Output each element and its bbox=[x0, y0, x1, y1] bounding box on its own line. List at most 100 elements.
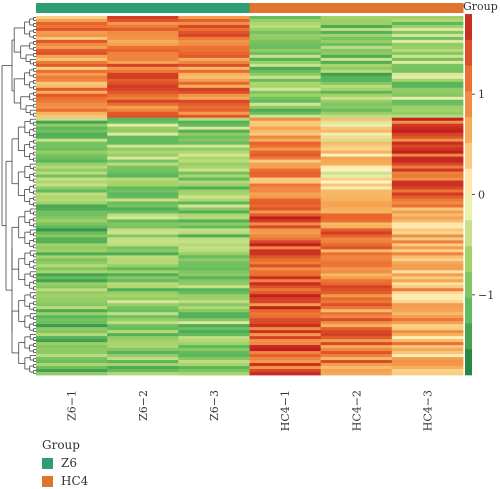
heatmap-cell bbox=[249, 207, 322, 211]
heatmap-cell bbox=[178, 93, 250, 98]
heatmap-cell bbox=[391, 333, 464, 337]
heatmap-cell bbox=[391, 288, 464, 292]
heatmap-cell bbox=[178, 348, 250, 352]
color-scale-band bbox=[465, 297, 472, 324]
heatmap-cell bbox=[391, 213, 464, 217]
heatmap-cell bbox=[391, 180, 464, 184]
heatmap-cell bbox=[320, 237, 393, 241]
heatmap-cell bbox=[391, 309, 464, 313]
heatmap-cell bbox=[178, 276, 250, 280]
heatmap-cell bbox=[320, 54, 393, 59]
heatmap-cell bbox=[36, 360, 108, 364]
heatmap-cell bbox=[178, 192, 250, 196]
heatmap-cell bbox=[391, 267, 464, 271]
heatmap-cell bbox=[36, 54, 108, 59]
heatmap-cell bbox=[320, 93, 393, 98]
color-scale-band bbox=[465, 349, 472, 376]
heatmap-cell bbox=[391, 252, 464, 256]
heatmap-cell bbox=[391, 198, 464, 202]
heatmap-cell bbox=[320, 312, 393, 316]
heatmap-cell bbox=[36, 105, 108, 110]
heatmap-cell bbox=[320, 39, 393, 44]
heatmap-cell bbox=[391, 63, 464, 68]
heatmap-cell bbox=[391, 60, 464, 65]
heatmap-cell bbox=[36, 372, 108, 376]
heatmap-cell bbox=[178, 48, 250, 53]
heatmap-cell bbox=[249, 213, 322, 217]
heatmap-cell bbox=[320, 84, 393, 89]
column-label: HC4−3 bbox=[421, 390, 434, 431]
heatmap-cell bbox=[178, 57, 250, 62]
heatmap-cell bbox=[107, 231, 179, 235]
heatmap-cell bbox=[36, 234, 108, 238]
heatmap-cell bbox=[107, 102, 179, 107]
heatmap-cell bbox=[178, 210, 250, 214]
heatmap-cell bbox=[36, 57, 108, 62]
group-annotation-title: Group bbox=[463, 0, 498, 13]
heatmap-cell bbox=[36, 267, 108, 271]
heatmap-cell bbox=[36, 132, 108, 137]
heatmap-cell bbox=[249, 180, 322, 184]
heatmap-cell bbox=[36, 18, 108, 23]
heatmap-cell bbox=[107, 60, 179, 65]
heatmap-cell bbox=[36, 186, 108, 190]
heatmap-cell bbox=[320, 63, 393, 68]
heatmap-cell bbox=[178, 16, 250, 20]
color-scale-band bbox=[465, 91, 472, 118]
heatmap-cell bbox=[107, 360, 179, 364]
heatmap-cell bbox=[36, 150, 108, 155]
heatmap-cell bbox=[36, 225, 108, 229]
heatmap-cell bbox=[249, 327, 322, 331]
heatmap-cell bbox=[107, 354, 179, 358]
heatmap-cell bbox=[391, 30, 464, 35]
heatmap-cell bbox=[391, 336, 464, 340]
heatmap-cell bbox=[320, 249, 393, 253]
column-label: Z6−2 bbox=[137, 390, 150, 421]
heatmap-cell bbox=[178, 168, 250, 172]
heatmap-cell bbox=[36, 366, 108, 370]
heatmap-cell bbox=[107, 297, 179, 301]
heatmap-cell bbox=[178, 279, 250, 283]
heatmap-cell bbox=[249, 219, 322, 223]
color-scale-band bbox=[465, 220, 472, 247]
heatmap-cell bbox=[178, 360, 250, 364]
heatmap-cell bbox=[391, 24, 464, 29]
heatmap-cell bbox=[178, 78, 250, 83]
heatmap-cell bbox=[249, 300, 322, 304]
heatmap-cell bbox=[391, 345, 464, 349]
heatmap-cell bbox=[36, 264, 108, 268]
heatmap-cell bbox=[391, 174, 464, 178]
heatmap-cell bbox=[107, 180, 179, 184]
heatmap-cell bbox=[178, 75, 250, 80]
heatmap-cell bbox=[36, 135, 108, 140]
heatmap-cell bbox=[391, 255, 464, 259]
heatmap-cell bbox=[178, 246, 250, 250]
heatmap-cell bbox=[320, 360, 393, 364]
heatmap-cell bbox=[36, 219, 108, 223]
heatmap-cell bbox=[107, 216, 179, 220]
heatmap-cell bbox=[249, 126, 322, 131]
heatmap-cell bbox=[107, 315, 179, 319]
heatmap-cell bbox=[320, 132, 393, 137]
heatmap-cell bbox=[36, 162, 108, 166]
heatmap-cell bbox=[391, 18, 464, 23]
heatmap-cell bbox=[36, 291, 108, 295]
heatmap-cell bbox=[178, 186, 250, 190]
heatmap-cell bbox=[107, 174, 179, 178]
heatmap-cell bbox=[36, 270, 108, 274]
heatmap-cell bbox=[178, 183, 250, 187]
heatmap-cell bbox=[36, 228, 108, 232]
heatmap-cell bbox=[320, 186, 393, 190]
heatmap-cell bbox=[391, 144, 464, 149]
heatmap-cell bbox=[36, 261, 108, 265]
heatmap-cell bbox=[391, 120, 464, 125]
heatmap-cell bbox=[107, 105, 179, 110]
heatmap-cell bbox=[107, 267, 179, 271]
heatmap-cell bbox=[249, 351, 322, 355]
heatmap-cell bbox=[178, 102, 250, 107]
heatmap-cell bbox=[107, 258, 179, 262]
heatmap-cell bbox=[178, 18, 250, 23]
heatmap-cell bbox=[391, 84, 464, 89]
heatmap-cell bbox=[249, 54, 322, 59]
heatmap-cell bbox=[178, 87, 250, 92]
